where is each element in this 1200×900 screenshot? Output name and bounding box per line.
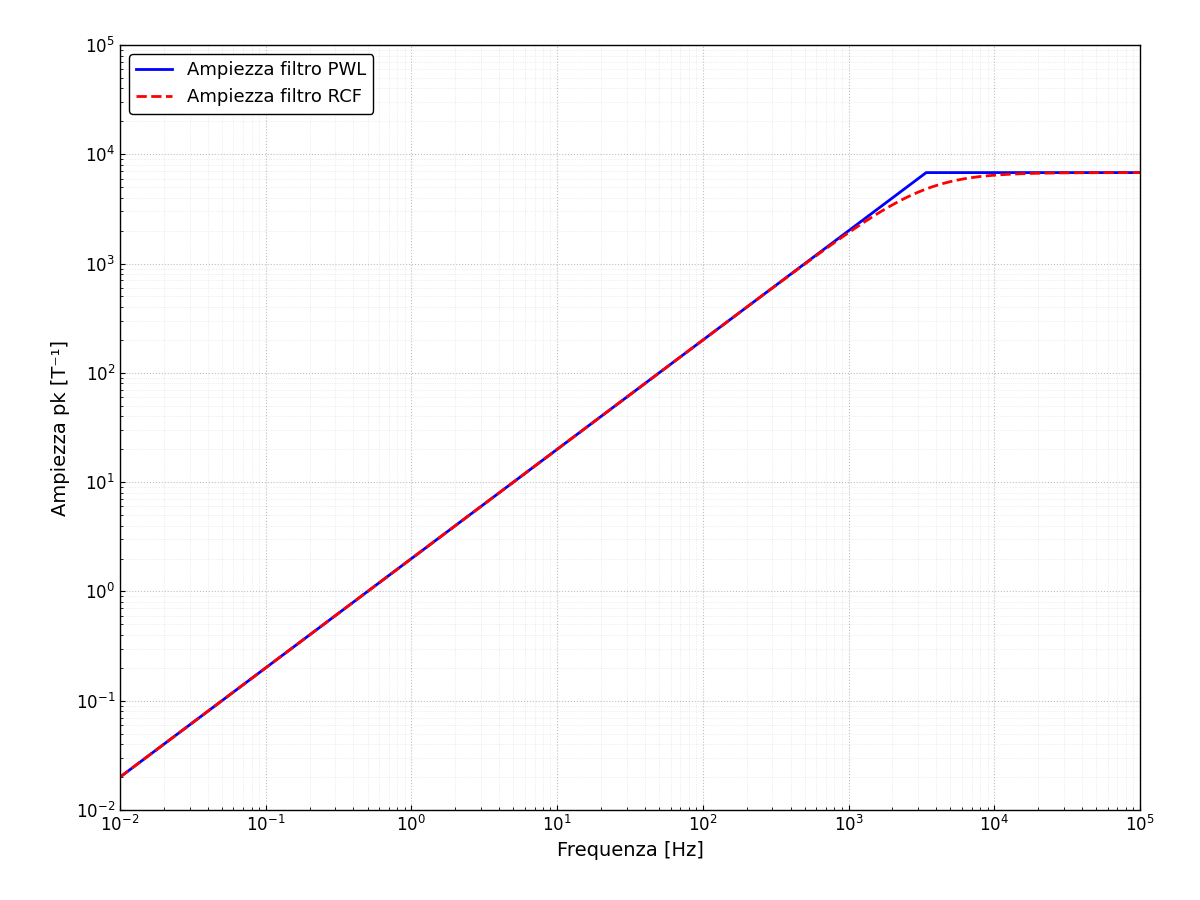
- Ampiezza filtro PWL: [174, 726, 188, 737]
- Ampiezza filtro PWL: [155, 740, 169, 751]
- Ampiezza filtro PWL: [313, 622, 328, 633]
- Ampiezza filtro PWL: [1133, 167, 1147, 178]
- Ampiezza filtro RCF: [113, 771, 127, 782]
- Ampiezza filtro RCF: [155, 740, 169, 751]
- Ampiezza filtro RCF: [612, 398, 626, 409]
- Ampiezza filtro PWL: [113, 771, 127, 782]
- Ampiezza filtro RCF: [313, 622, 328, 633]
- Ampiezza filtro RCF: [1079, 167, 1093, 178]
- Line: Ampiezza filtro RCF: Ampiezza filtro RCF: [120, 173, 1140, 777]
- X-axis label: Frequenza [Hz]: Frequenza [Hz]: [557, 841, 703, 859]
- Ampiezza filtro PWL: [612, 398, 626, 409]
- Y-axis label: Ampiezza pk [T⁻¹]: Ampiezza pk [T⁻¹]: [52, 339, 70, 516]
- Ampiezza filtro RCF: [118, 769, 132, 779]
- Ampiezza filtro PWL: [118, 769, 132, 779]
- Ampiezza filtro PWL: [919, 167, 934, 178]
- Ampiezza filtro RCF: [174, 726, 188, 737]
- Line: Ampiezza filtro PWL: Ampiezza filtro PWL: [120, 173, 1140, 777]
- Legend: Ampiezza filtro PWL, Ampiezza filtro RCF: Ampiezza filtro PWL, Ampiezza filtro RCF: [130, 54, 373, 113]
- Ampiezza filtro PWL: [1079, 167, 1093, 178]
- Ampiezza filtro RCF: [1133, 167, 1147, 178]
